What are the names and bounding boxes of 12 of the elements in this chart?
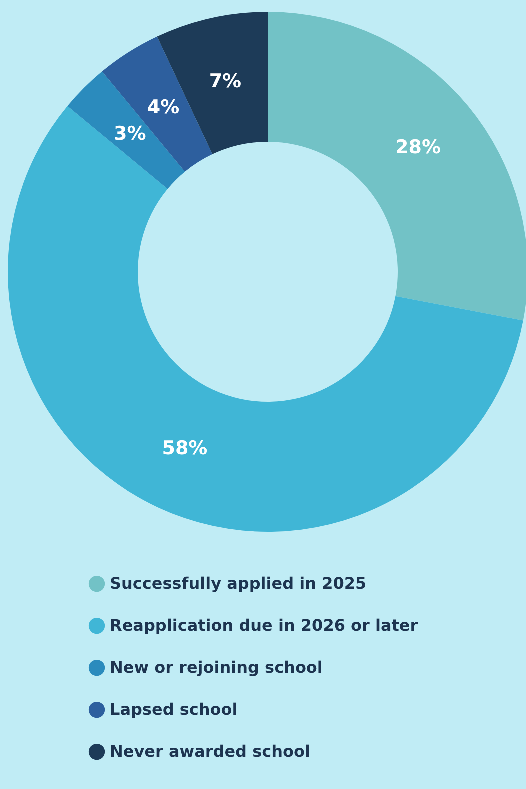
legend-label: Never awarded school (110, 742, 310, 761)
data-label: 3% (114, 123, 146, 146)
legend-label: Successfully applied in 2025 (110, 574, 367, 593)
data-label: 58% (162, 437, 208, 460)
donut-slice (268, 12, 526, 321)
legend-label: Reapplication due in 2026 or later (110, 616, 418, 635)
data-label: 28% (396, 136, 441, 159)
data-label: 4% (147, 96, 180, 118)
legend-label: New or rejoining school (110, 658, 323, 677)
donut-slice (68, 72, 186, 190)
legend-label: Lapsed school (110, 700, 238, 719)
data-label: 7% (209, 70, 242, 93)
